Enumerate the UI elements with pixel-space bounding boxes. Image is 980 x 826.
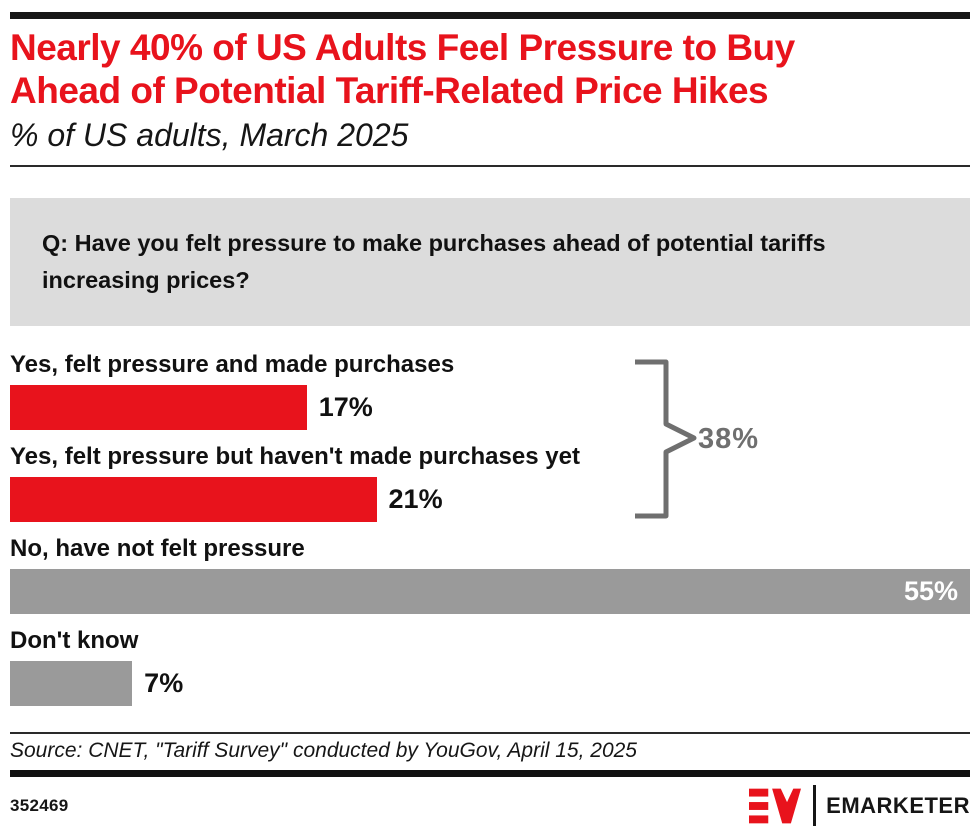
source-divider <box>10 732 970 734</box>
page-title-line-2: Ahead of Potential Tariff-Related Price … <box>10 70 769 111</box>
bottom-rule <box>10 770 970 777</box>
bar-value: 21% <box>388 484 443 514</box>
top-rule <box>10 12 970 19</box>
brace-icon <box>635 359 697 519</box>
page-title-line-1: Nearly 40% of US Adults Feel Pressure to… <box>10 27 795 68</box>
bar-row: No, have not felt pressure 55% <box>10 536 970 614</box>
footer: 352469 EMARKETER <box>10 785 970 826</box>
bar-label: Yes, felt pressure but haven't made purc… <box>10 443 580 470</box>
bar-fill-3 <box>10 661 133 706</box>
survey-question-box: Q: Have you felt pressure to make purcha… <box>10 198 970 326</box>
bar-fill-0 <box>10 385 307 430</box>
chart-id: 352469 <box>10 796 69 815</box>
survey-question-text: Q: Have you felt pressure to make purcha… <box>42 230 826 293</box>
bar-value: 17% <box>318 392 373 422</box>
emarketer-logo: EMARKETER <box>749 785 970 826</box>
bar-fill-1 <box>10 477 377 522</box>
bar-row: Yes, felt pressure and made purchases 17… <box>10 352 970 430</box>
header-divider <box>10 165 970 167</box>
bar-row: Don't know 7% <box>10 628 970 706</box>
page-subtitle: % of US adults, March 2025 <box>10 117 409 153</box>
emarketer-logo-mark-icon <box>749 788 802 824</box>
bar-track: 7% <box>10 661 970 706</box>
page-title: Nearly 40% of US Adults Feel Pressure to… <box>10 26 970 112</box>
bar-label: No, have not felt pressure <box>10 535 305 562</box>
logo-separator <box>813 785 817 826</box>
bar-label: Don't know <box>10 627 139 654</box>
bar-value: 55% <box>903 576 958 606</box>
bar-track: 17% <box>10 385 970 430</box>
bar-track: 55% <box>10 569 970 614</box>
chart-page: Nearly 40% of US Adults Feel Pressure to… <box>0 12 980 826</box>
bar-value: 7% <box>144 668 184 698</box>
brand-wordmark: EMARKETER <box>826 793 970 818</box>
bar-row: Yes, felt pressure but haven't made purc… <box>10 444 970 522</box>
bar-fill-2: 55% <box>10 569 970 614</box>
bar-chart: Yes, felt pressure and made purchases 17… <box>10 352 970 706</box>
bar-track: 21% <box>10 477 970 522</box>
source-note: Source: CNET, "Tariff Survey" conducted … <box>10 739 637 762</box>
bar-label: Yes, felt pressure and made purchases <box>10 351 455 378</box>
combined-percentage-annotation: 38% <box>698 423 760 455</box>
